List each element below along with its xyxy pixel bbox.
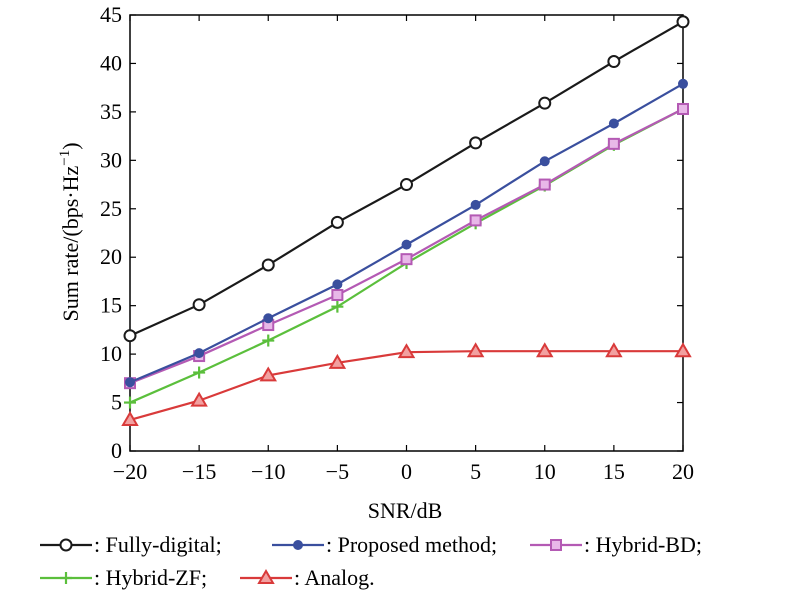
legend-label: : Analog.	[294, 565, 375, 590]
legend-marker	[60, 572, 72, 584]
legend-prefix: :	[94, 532, 106, 557]
legend-item: : Hybrid-ZF;	[40, 565, 207, 590]
data-point	[400, 178, 413, 192]
data-point	[469, 136, 483, 150]
data-point	[259, 366, 277, 382]
legend-item: : Hybrid-BD;	[530, 532, 702, 557]
series-layer	[121, 15, 692, 426]
y-tick-label: 5	[111, 390, 122, 415]
legend-series-name: Hybrid-ZF;	[106, 565, 207, 590]
data-point	[605, 342, 623, 358]
legend-item: : Proposed method;	[272, 532, 497, 557]
series-proposed-method	[125, 78, 688, 388]
legend-label: : Hybrid-ZF;	[94, 565, 207, 590]
data-point	[332, 279, 343, 290]
data-point	[124, 396, 136, 409]
data-point	[607, 137, 620, 150]
y-axis-label-close: )	[58, 142, 83, 149]
legend-series-name: Hybrid-BD;	[596, 532, 702, 557]
data-point	[263, 313, 274, 324]
legend-marker	[293, 540, 303, 550]
y-axis-label-main: Sum rate/(bps·Hz	[58, 166, 83, 322]
data-point	[192, 298, 206, 312]
legend-prefix: :	[326, 532, 338, 557]
legend-label: : Hybrid-BD;	[584, 532, 702, 557]
legend-marker	[550, 539, 562, 551]
plot-frame	[129, 14, 684, 452]
data-point	[331, 289, 344, 302]
y-tick-label: 25	[100, 196, 122, 221]
data-point	[677, 102, 689, 115]
data-point	[330, 215, 344, 229]
axis-labels: SNR/dB Sum rate/(bps·Hz−1)	[57, 142, 442, 523]
legend-item: : Analog.	[240, 565, 375, 590]
x-tick-label: −5	[326, 459, 349, 484]
data-point	[470, 199, 481, 210]
data-point	[262, 334, 275, 347]
y-tick-label: 40	[100, 50, 122, 75]
y-tick-label: 0	[111, 438, 122, 463]
data-point	[539, 156, 550, 167]
data-point	[123, 329, 137, 343]
x-axis-label: SNR/dB	[368, 498, 443, 523]
x-tick-label: 15	[603, 459, 625, 484]
axes: −20 −15 −10 −5 0 5 10 15 20 0 5 10 15 20 25 30 35 40 45	[100, 2, 694, 484]
data-point	[536, 342, 554, 358]
y-tick-label: 45	[100, 2, 122, 27]
data-point	[678, 78, 688, 89]
y-tick-label: 20	[100, 244, 122, 269]
legend-label: : Fully-digital;	[94, 532, 222, 557]
data-point	[121, 411, 139, 426]
data-point	[400, 253, 413, 266]
legend-prefix: :	[584, 532, 596, 557]
legend-marker	[59, 538, 73, 552]
data-point	[538, 178, 551, 191]
x-tick-label: −20	[113, 459, 147, 484]
data-point	[469, 214, 482, 227]
legend-item: : Fully-digital;	[40, 532, 222, 557]
legend-prefix: :	[94, 565, 106, 590]
data-point	[397, 343, 416, 359]
legend-marker	[257, 569, 275, 584]
legend-series-name: Proposed method;	[338, 532, 498, 557]
data-point	[194, 348, 205, 359]
data-point	[331, 300, 344, 313]
y-tick-label: 15	[100, 293, 122, 318]
legend-label: : Proposed method;	[326, 532, 497, 557]
series-line	[129, 82, 684, 384]
x-tick-label: −15	[182, 459, 216, 484]
data-point	[676, 15, 690, 29]
x-tick-label: 5	[470, 459, 481, 484]
data-point	[261, 258, 275, 272]
data-point	[193, 366, 206, 379]
x-tick-label: 10	[534, 459, 556, 484]
data-point	[190, 391, 208, 407]
y-axis-label-sup: −1	[57, 150, 73, 166]
x-tick-label: 20	[672, 459, 694, 484]
data-point	[328, 353, 347, 369]
y-tick-label: 30	[100, 147, 122, 172]
series-analog	[121, 342, 692, 426]
data-point	[466, 342, 485, 358]
y-tick-label: 10	[100, 341, 122, 366]
y-axis-label: Sum rate/(bps·Hz−1)	[57, 142, 83, 321]
data-point	[538, 96, 552, 110]
legend-prefix: :	[294, 565, 304, 590]
series-line	[129, 350, 683, 422]
legend: : Fully-digital;: Proposed method;: Hybr…	[40, 532, 702, 590]
data-point	[607, 55, 621, 69]
data-point	[125, 377, 135, 388]
legend-series-name: Analog.	[304, 565, 374, 590]
y-tick-label: 35	[100, 99, 122, 124]
data-point	[674, 342, 692, 358]
series-fully-digital	[123, 15, 690, 343]
x-tick-label: 0	[401, 459, 412, 484]
legend-series-name: Fully-digital;	[106, 532, 222, 557]
data-point	[401, 239, 412, 250]
data-point	[608, 118, 619, 129]
x-tick-label: −10	[251, 459, 285, 484]
